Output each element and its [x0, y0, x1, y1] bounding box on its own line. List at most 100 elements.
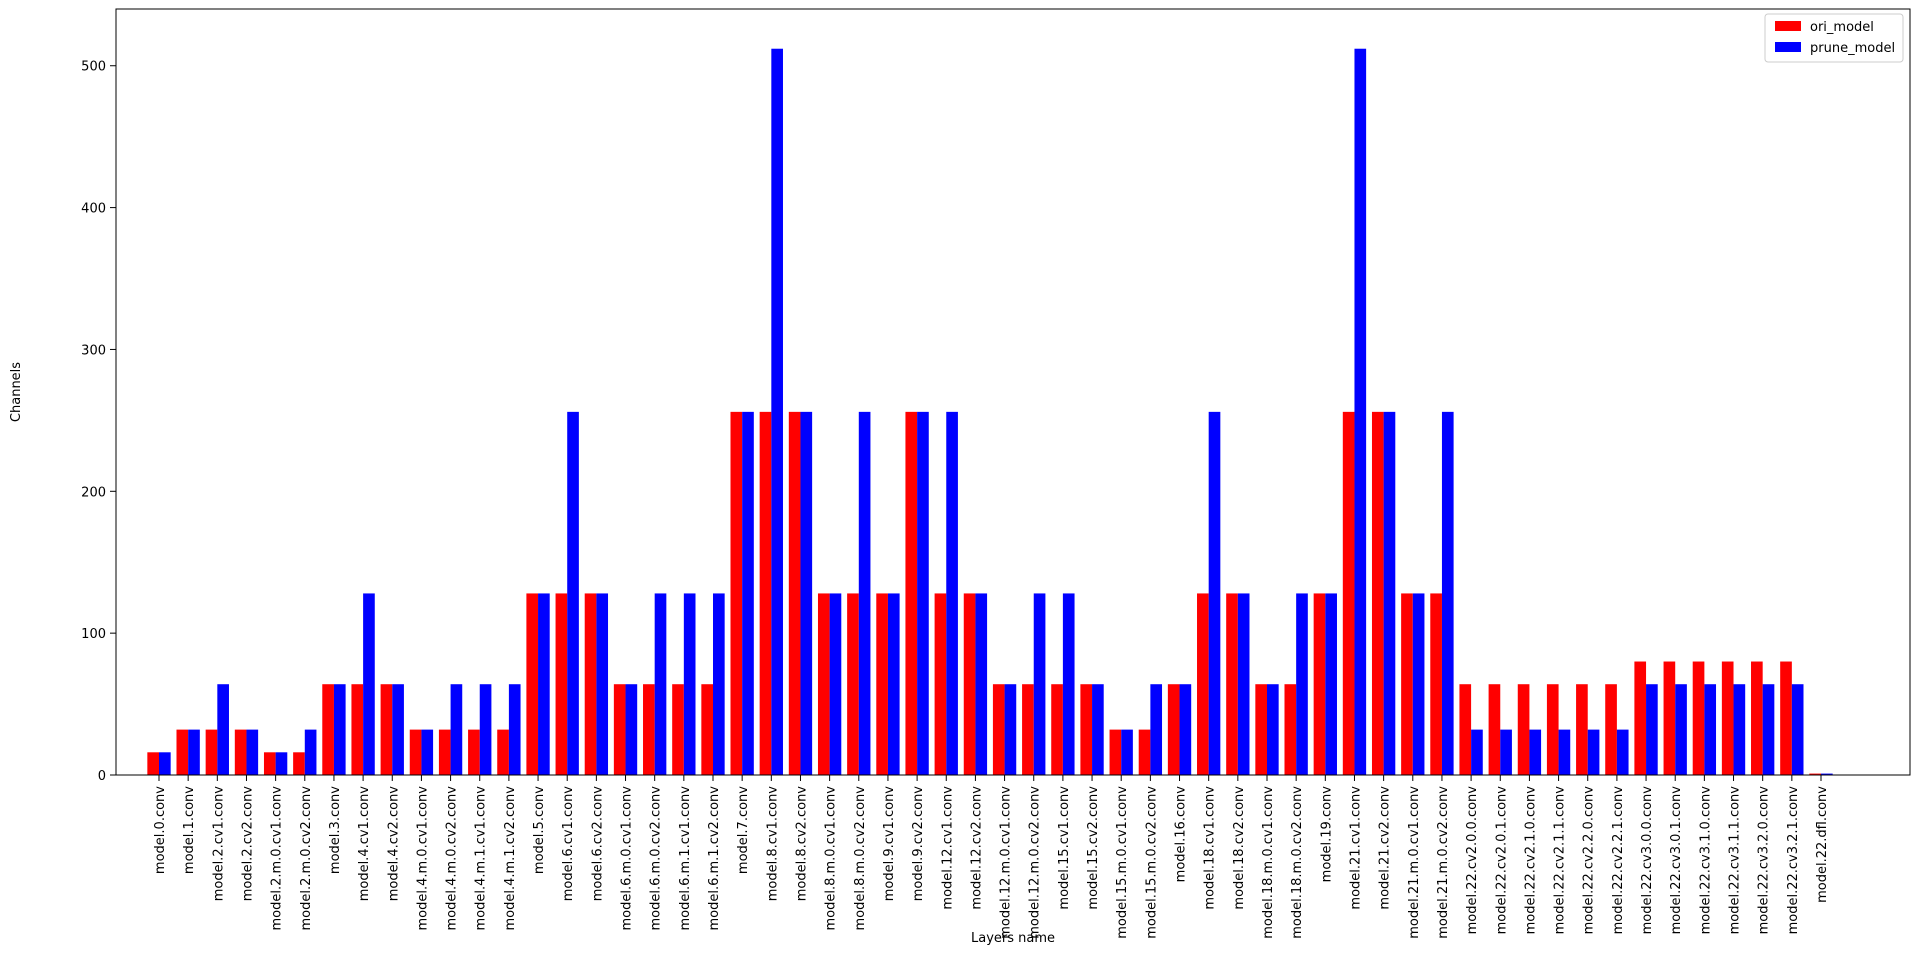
bar-prune-model-21 — [771, 48, 783, 776]
bar-prune-model-49 — [1587, 729, 1600, 775]
x-tick-label-30: model.12.m.0.cv2.conv — [1028, 786, 1043, 939]
bar-ori-model-47 — [1517, 684, 1530, 775]
bar-ori-model-54 — [1721, 661, 1734, 775]
bar-ori-model-41 — [1342, 411, 1355, 775]
x-tick-label-38: model.18.m.0.cv1.conv — [1261, 786, 1276, 939]
bar-ori-model-9 — [409, 729, 422, 775]
bar-prune-model-13 — [538, 593, 550, 775]
x-tick-label-55: model.22.cv3.2.0.conv — [1757, 786, 1772, 935]
x-tick-label-22: model.8.cv2.conv — [794, 786, 809, 902]
bar-prune-model-10 — [450, 684, 463, 775]
x-tick-label-40: model.19.conv — [1319, 786, 1334, 883]
x-tick-label-41: model.21.cv1.conv — [1348, 786, 1363, 910]
x-tick-label-51: model.22.cv3.0.0.conv — [1640, 786, 1655, 935]
bar-prune-model-22 — [800, 411, 813, 775]
x-tick-label-12: model.4.m.1.cv2.conv — [503, 786, 518, 931]
bar-prune-model-24 — [858, 411, 871, 775]
bar-prune-model-34 — [1150, 684, 1163, 775]
bar-prune-model-32 — [1092, 684, 1104, 775]
bar-ori-model-17 — [643, 684, 655, 775]
bar-prune-model-20 — [742, 411, 754, 775]
bar-ori-model-29 — [992, 684, 1005, 775]
bar-ori-model-26 — [905, 411, 918, 775]
bar-ori-model-32 — [1080, 684, 1093, 775]
x-tick-label-7: model.4.cv1.conv — [357, 786, 372, 902]
x-axis-label: Layers name — [971, 931, 1055, 946]
bar-prune-model-40 — [1325, 593, 1337, 775]
x-tick-label-46: model.22.cv2.0.1.conv — [1494, 786, 1509, 935]
bar-prune-model-30 — [1033, 593, 1046, 775]
y-tick-label-200: 200 — [81, 485, 106, 500]
bar-prune-model-39 — [1296, 593, 1308, 775]
bar-ori-model-48 — [1546, 684, 1559, 775]
bar-prune-model-33 — [1121, 729, 1133, 775]
x-tick-label-4: model.2.m.0.cv1.conv — [270, 786, 285, 931]
bar-ori-model-22 — [788, 411, 801, 775]
bar-ori-model-27 — [934, 593, 947, 775]
x-tick-label-15: model.6.cv2.conv — [590, 786, 605, 902]
bar-ori-model-12 — [497, 729, 509, 775]
bar-prune-model-55 — [1762, 684, 1775, 775]
bar-prune-model-2 — [217, 684, 229, 775]
bar-ori-model-7 — [351, 684, 364, 775]
bars-group — [147, 48, 1833, 776]
x-tick-label-11: model.4.m.1.cv1.conv — [474, 786, 489, 931]
bar-ori-model-4 — [263, 752, 276, 775]
legend-label-prune-model: prune_model — [1810, 41, 1895, 56]
bar-prune-model-41 — [1354, 48, 1367, 776]
bar-prune-model-26 — [917, 411, 929, 775]
bar-prune-model-47 — [1529, 729, 1542, 775]
bar-prune-model-18 — [683, 593, 696, 775]
x-tick-label-5: model.2.m.0.cv2.conv — [299, 786, 314, 931]
bar-ori-model-5 — [293, 752, 305, 775]
bar-ori-model-16 — [613, 684, 626, 775]
bar-prune-model-3 — [246, 729, 259, 775]
bar-prune-model-9 — [421, 729, 434, 775]
y-tick-label-400: 400 — [81, 202, 106, 217]
x-tick-label-13: model.5.conv — [532, 786, 547, 874]
x-tick-label-29: model.12.m.0.cv1.conv — [999, 786, 1014, 939]
bar-prune-model-42 — [1383, 411, 1396, 775]
bar-ori-model-18 — [672, 684, 684, 775]
x-axis: model.0.conv model.1.conv model.2.cv1.conv… — [153, 775, 1830, 939]
bar-prune-model-35 — [1179, 684, 1192, 775]
bar-ori-model-10 — [438, 729, 451, 775]
bar-prune-model-45 — [1471, 729, 1483, 775]
bar-prune-model-53 — [1704, 684, 1717, 775]
x-tick-label-56: model.22.cv3.2.1.conv — [1786, 786, 1801, 935]
x-tick-label-34: model.15.m.0.cv2.conv — [1144, 786, 1159, 939]
bar-prune-model-52 — [1675, 684, 1687, 775]
bar-ori-model-33 — [1109, 729, 1122, 775]
bar-ori-model-2 — [205, 729, 218, 775]
x-tick-label-52: model.22.cv3.0.1.conv — [1669, 786, 1684, 935]
x-tick-label-45: model.22.cv2.0.0.conv — [1465, 786, 1480, 935]
bar-prune-model-31 — [1062, 593, 1075, 775]
x-tick-label-21: model.8.cv1.conv — [765, 786, 780, 902]
bar-ori-model-24 — [847, 593, 859, 775]
bar-prune-model-51 — [1646, 684, 1658, 775]
bar-ori-model-3 — [234, 729, 247, 775]
bar-ori-model-8 — [380, 684, 393, 775]
x-tick-label-27: model.12.cv1.conv — [940, 786, 955, 910]
bar-prune-model-17 — [654, 593, 667, 775]
bar-ori-model-13 — [526, 593, 539, 775]
bar-ori-model-55 — [1751, 661, 1763, 775]
y-axis-label: Channels — [9, 362, 24, 422]
x-tick-label-10: model.4.m.0.cv2.conv — [445, 786, 460, 931]
bar-prune-model-8 — [392, 684, 404, 775]
bar-prune-model-15 — [596, 593, 609, 775]
x-tick-label-0: model.0.conv — [153, 786, 168, 874]
bar-prune-model-5 — [304, 729, 317, 775]
bar-ori-model-15 — [584, 593, 597, 775]
bar-ori-model-31 — [1051, 684, 1063, 775]
x-tick-label-2: model.2.cv1.conv — [211, 786, 226, 902]
bar-prune-model-25 — [887, 593, 900, 775]
bar-prune-model-46 — [1500, 729, 1512, 775]
x-tick-label-42: model.21.cv2.conv — [1378, 786, 1393, 910]
x-tick-label-17: model.6.m.0.cv2.conv — [649, 786, 664, 931]
bar-ori-model-37 — [1226, 593, 1238, 775]
bar-ori-model-19 — [701, 684, 713, 775]
bar-ori-model-36 — [1197, 593, 1209, 775]
bar-prune-model-27 — [946, 411, 958, 775]
bar-prune-model-50 — [1616, 729, 1629, 775]
